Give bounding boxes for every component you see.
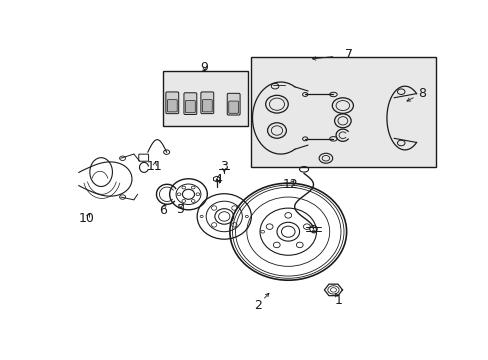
FancyBboxPatch shape xyxy=(183,93,196,114)
Bar xyxy=(251,57,435,167)
FancyBboxPatch shape xyxy=(201,92,213,114)
FancyBboxPatch shape xyxy=(185,100,195,113)
Text: 1: 1 xyxy=(334,294,343,307)
Text: 6: 6 xyxy=(159,203,167,217)
FancyBboxPatch shape xyxy=(227,93,240,115)
Text: 4: 4 xyxy=(214,172,222,185)
Text: 8: 8 xyxy=(417,87,425,100)
Text: 7: 7 xyxy=(345,48,352,61)
Text: 12: 12 xyxy=(282,178,298,191)
Text: 10: 10 xyxy=(79,212,95,225)
FancyBboxPatch shape xyxy=(165,92,178,114)
FancyBboxPatch shape xyxy=(202,100,212,112)
FancyBboxPatch shape xyxy=(228,101,238,113)
Text: 2: 2 xyxy=(254,299,262,312)
FancyBboxPatch shape xyxy=(167,100,177,112)
Text: 5: 5 xyxy=(177,203,184,216)
Text: 11: 11 xyxy=(146,160,162,173)
Text: 3: 3 xyxy=(220,160,228,173)
Text: 9: 9 xyxy=(201,61,208,74)
Bar xyxy=(163,71,247,126)
